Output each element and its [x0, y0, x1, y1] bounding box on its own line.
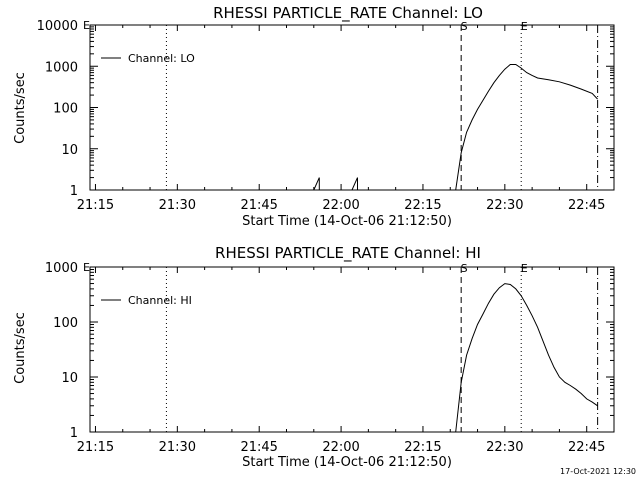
y-tick-label: 10000 — [37, 19, 78, 34]
event-line-label: E — [521, 262, 528, 275]
corner-mark: E — [83, 19, 90, 32]
chart-title: RHESSI PARTICLE_RATE Channel: HI — [215, 244, 481, 263]
x-tick-label: 22:15 — [404, 440, 441, 455]
x-tick-label: 21:15 — [77, 440, 114, 455]
event-line-label: E — [521, 20, 528, 33]
y-tick-label: 1000 — [45, 60, 78, 75]
y-tick-label: 10 — [61, 143, 78, 158]
y-tick-label: 100 — [53, 316, 78, 331]
y-tick-label: 1 — [70, 184, 78, 199]
plot-frame — [89, 266, 615, 433]
legend-label: Channel: HI — [128, 294, 192, 307]
plot-hi-channel: RHESSI PARTICLE_RATE Channel: HI Start T… — [13, 244, 615, 470]
y-tick-label: 1000 — [45, 261, 78, 276]
x-axis-label: Start Time (14-Oct-06 21:12:50) — [242, 455, 452, 470]
legend-label: Channel: LO — [128, 52, 195, 65]
x-tick-label: 21:45 — [240, 440, 277, 455]
x-tick-label: 22:30 — [486, 198, 523, 213]
x-tick-label: 22:30 — [486, 440, 523, 455]
timestamp-label: 17-Oct-2021 12:30 — [560, 467, 636, 476]
x-tick-label: 21:30 — [159, 440, 196, 455]
x-tick-label: 22:45 — [568, 198, 605, 213]
series-line — [313, 64, 598, 191]
y-axis-label: Counts/sec — [13, 312, 28, 384]
plot-lo-channel: RHESSI PARTICLE_RATE Channel: LO Start T… — [13, 4, 615, 229]
y-axis-label: Counts/sec — [13, 72, 28, 144]
y-tick-label: 100 — [53, 102, 78, 117]
series-line — [455, 283, 598, 433]
y-tick-label: 1 — [70, 426, 78, 441]
chart-title: RHESSI PARTICLE_RATE Channel: LO — [213, 4, 483, 23]
event-line-label: S — [461, 20, 468, 33]
x-tick-label: 21:15 — [77, 198, 114, 213]
plot-frame — [89, 24, 615, 191]
x-tick-label: 21:45 — [240, 198, 277, 213]
x-tick-label: 22:00 — [322, 198, 359, 213]
corner-mark: E — [83, 261, 90, 274]
x-tick-label: 21:30 — [159, 198, 196, 213]
event-line-label: S — [461, 262, 468, 275]
x-tick-label: 22:15 — [404, 198, 441, 213]
x-axis-label: Start Time (14-Oct-06 21:12:50) — [242, 214, 452, 229]
y-tick-label: 10 — [61, 371, 78, 386]
x-tick-label: 22:00 — [322, 440, 359, 455]
x-tick-label: 22:45 — [568, 440, 605, 455]
